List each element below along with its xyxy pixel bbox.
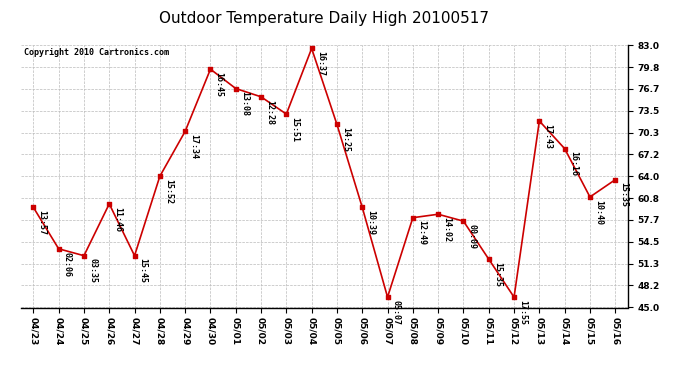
Text: 16:16: 16:16 [569, 152, 578, 176]
Point [179, 128, 190, 134]
Text: 15:35: 15:35 [620, 183, 629, 207]
Point [382, 294, 393, 300]
Point [407, 215, 418, 221]
Text: 05:07: 05:07 [392, 300, 401, 325]
Text: 10:40: 10:40 [594, 200, 603, 225]
Point [483, 256, 494, 262]
Text: 10:39: 10:39 [366, 210, 375, 235]
Text: 12:49: 12:49 [417, 220, 426, 246]
Point [281, 111, 292, 117]
Point [584, 194, 595, 200]
Point [28, 204, 39, 210]
Text: 15:45: 15:45 [139, 258, 148, 284]
Text: 14:25: 14:25 [341, 127, 350, 152]
Point [433, 211, 444, 217]
Point [104, 201, 115, 207]
Text: 13:57: 13:57 [37, 210, 46, 235]
Point [205, 66, 216, 72]
Point [53, 246, 64, 252]
Point [129, 253, 140, 259]
Point [155, 173, 166, 179]
Text: 16:37: 16:37 [316, 51, 325, 76]
Text: 02:06: 02:06 [63, 252, 72, 276]
Point [610, 177, 621, 183]
Text: 15:52: 15:52 [164, 179, 173, 204]
Text: 11:46: 11:46 [113, 207, 122, 232]
Text: 14:02: 14:02 [442, 217, 451, 242]
Text: Outdoor Temperature Daily High 20100517: Outdoor Temperature Daily High 20100517 [159, 11, 489, 26]
Point [534, 118, 545, 124]
Point [331, 122, 342, 128]
Text: 17:55: 17:55 [518, 300, 527, 325]
Point [255, 94, 266, 100]
Text: 16:45: 16:45 [215, 72, 224, 97]
Point [79, 253, 90, 259]
Text: Copyright 2010 Cartronics.com: Copyright 2010 Cartronics.com [23, 48, 169, 57]
Text: 00:09: 00:09 [468, 224, 477, 249]
Text: 12:28: 12:28 [265, 100, 274, 124]
Text: 17:34: 17:34 [189, 134, 198, 159]
Point [306, 45, 317, 51]
Point [458, 218, 469, 224]
Point [230, 86, 241, 92]
Text: 17:43: 17:43 [544, 124, 553, 149]
Text: 03:35: 03:35 [88, 258, 97, 284]
Text: 15:51: 15:51 [290, 117, 299, 142]
Point [559, 146, 570, 152]
Point [357, 204, 368, 210]
Text: 15:35: 15:35 [493, 262, 502, 287]
Text: 13:08: 13:08 [240, 91, 249, 116]
Point [509, 294, 520, 300]
